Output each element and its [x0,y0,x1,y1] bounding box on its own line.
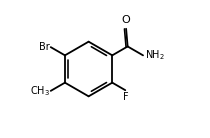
Text: CH$_3$: CH$_3$ [30,84,50,98]
Text: NH$_2$: NH$_2$ [145,48,165,62]
Text: Br: Br [39,42,50,52]
Text: O: O [122,15,130,25]
Text: F: F [123,92,129,102]
